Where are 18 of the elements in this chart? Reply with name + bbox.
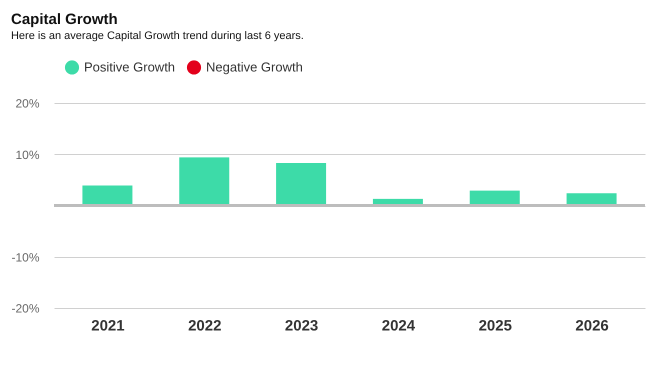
x-tick-label: 2026 xyxy=(575,318,609,334)
y-tick-label: 10% xyxy=(15,148,40,162)
x-tick-label: 2022 xyxy=(188,318,222,334)
bar xyxy=(276,162,326,206)
x-tick-label: 2025 xyxy=(478,318,512,334)
bar xyxy=(179,157,230,206)
y-tick-label: -10% xyxy=(11,250,40,264)
bar xyxy=(82,186,132,206)
chart-subtitle: Here is an average Capital Growth trend during last 6 years. xyxy=(10,30,304,42)
x-tick-label: 2021 xyxy=(91,318,125,334)
legend-label: Positive Growth xyxy=(84,59,176,74)
bar xyxy=(470,190,520,206)
legend-label: Negative Growth xyxy=(206,59,303,74)
y-tick-label: -20% xyxy=(11,302,40,316)
x-tick-label: 2024 xyxy=(382,318,416,334)
chart-title: Capital Growth xyxy=(10,11,118,28)
x-tick-label: 2023 xyxy=(284,318,318,334)
y-tick-label: 20% xyxy=(15,96,40,110)
